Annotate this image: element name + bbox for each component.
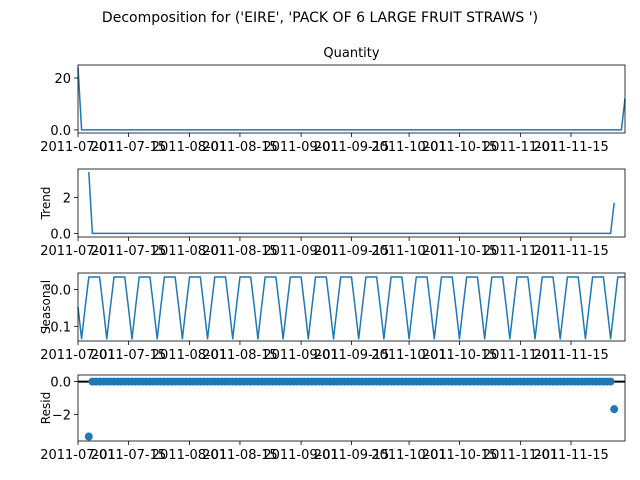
x-tick-label: 2011-10-15: [422, 348, 498, 363]
y-tick-label: 2: [63, 192, 71, 207]
x-tick-label: 2011-10-01: [371, 140, 447, 155]
x-tick-label: 2011-08-01: [152, 348, 228, 363]
x-tick-label: 2011-07-15: [91, 448, 167, 463]
resid-point: [610, 405, 619, 414]
y-axis-label: Resid: [39, 392, 53, 424]
x-tick-label: 2011-09-01: [263, 348, 339, 363]
x-tick-label: 2011-09-15: [314, 244, 390, 259]
x-tick-label: 2011-09-01: [263, 244, 339, 259]
axes-frame: [77, 168, 626, 238]
panel-trend: Trend0.022011-07-012011-07-152011-08-012…: [39, 168, 626, 259]
x-tick-label: 2011-08-15: [202, 448, 278, 463]
x-tick-label: 2011-08-15: [202, 244, 278, 259]
y-tick-label: 0.0: [50, 227, 71, 242]
x-tick-label: 2011-07-01: [40, 140, 116, 155]
figure-suptitle: Decomposition for ('EIRE', 'PACK OF 6 LA…: [102, 10, 538, 26]
x-tick-label: 2011-11-01: [483, 448, 559, 463]
x-tick-label: 2011-10-01: [371, 448, 447, 463]
x-tick-label: 2011-11-15: [533, 448, 609, 463]
y-axis-label: Trend: [39, 187, 53, 221]
x-tick-label: 2011-11-01: [483, 244, 559, 259]
series-line: [77, 67, 626, 131]
x-tick-label: 2011-09-15: [314, 448, 390, 463]
x-tick-label: 2011-08-01: [152, 448, 228, 463]
x-tick-label: 2011-11-15: [533, 244, 609, 259]
x-tick-label: 2011-09-15: [314, 140, 390, 155]
series-line: [77, 276, 625, 340]
panel-seasonal: Seasonal−0.10.02011-07-012011-07-152011-…: [39, 272, 626, 363]
x-tick-label: 2011-11-15: [533, 348, 609, 363]
x-tick-label: 2011-10-15: [422, 448, 498, 463]
x-tick-label: 2011-10-01: [371, 348, 447, 363]
x-tick-label: 2011-07-15: [91, 140, 167, 155]
x-tick-label: 2011-10-15: [422, 140, 498, 155]
y-axis-label: Seasonal: [39, 280, 53, 334]
x-tick-label: 2011-08-15: [202, 348, 278, 363]
x-tick-label: 2011-11-01: [483, 348, 559, 363]
panels: Quantity0.0202011-07-012011-07-152011-08…: [39, 46, 626, 463]
x-tick-label: 2011-11-01: [483, 140, 559, 155]
y-tick-label: 20: [54, 72, 71, 87]
x-tick-label: 2011-10-01: [371, 244, 447, 259]
x-tick-label: 2011-09-01: [263, 140, 339, 155]
series-line: [88, 171, 615, 235]
x-tick-label: 2011-07-01: [40, 448, 116, 463]
x-tick-label: 2011-07-15: [91, 348, 167, 363]
x-tick-label: 2011-08-01: [152, 244, 228, 259]
resid-point: [606, 377, 615, 386]
x-tick-label: 2011-10-15: [422, 244, 498, 259]
x-tick-label: 2011-07-01: [40, 348, 116, 363]
x-tick-label: 2011-08-15: [202, 140, 278, 155]
x-tick-label: 2011-09-15: [314, 348, 390, 363]
y-tick-label: −0.1: [39, 320, 71, 335]
resid-point: [84, 432, 93, 441]
y-tick-label: 0.0: [50, 284, 71, 299]
x-tick-label: 2011-07-01: [40, 244, 116, 259]
y-tick-label: 0.0: [50, 124, 71, 139]
panel-title: Quantity: [323, 46, 379, 61]
x-tick-label: 2011-07-15: [91, 244, 167, 259]
y-tick-label: −2: [52, 409, 71, 424]
panel-resid: Resid−2 0.0 2011-07-012011-07-152011-08-01…: [39, 374, 626, 463]
axes-frame: [77, 64, 626, 134]
x-tick-label: 2011-08-01: [152, 140, 228, 155]
x-tick-label: 2011-11-15: [533, 140, 609, 155]
panel-quantity: Quantity0.0202011-07-012011-07-152011-08…: [40, 46, 626, 155]
x-tick-label: 2011-09-01: [263, 448, 339, 463]
y-tick-label: 0.0: [50, 376, 71, 391]
